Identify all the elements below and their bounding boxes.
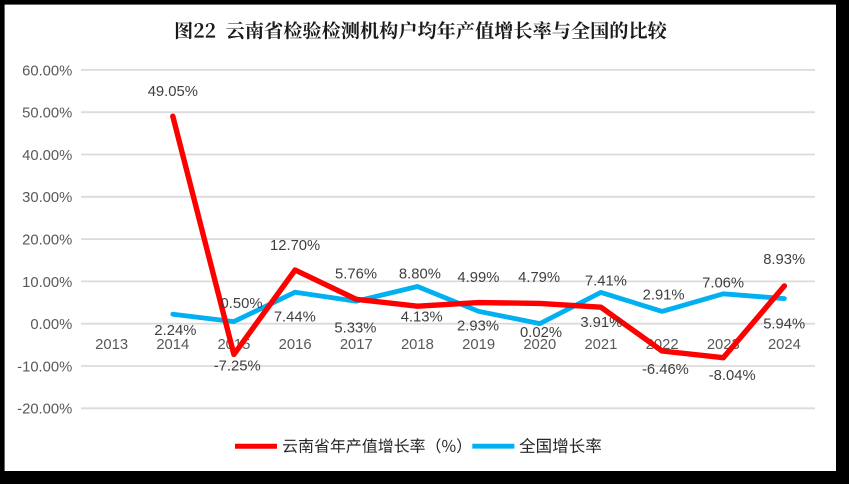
svg-text:-6.46%: -6.46%	[642, 362, 689, 378]
svg-text:60.00%: 60.00%	[22, 63, 72, 79]
svg-text:2013: 2013	[95, 337, 128, 353]
svg-text:-20.00%: -20.00%	[17, 402, 72, 418]
svg-text:50.00%: 50.00%	[22, 106, 72, 122]
svg-text:7.06%: 7.06%	[702, 276, 744, 292]
svg-text:5.76%: 5.76%	[335, 266, 377, 282]
svg-text:4.13%: 4.13%	[401, 310, 443, 326]
svg-text:7.41%: 7.41%	[585, 274, 627, 290]
svg-text:5.33%: 5.33%	[334, 321, 376, 337]
svg-text:2.93%: 2.93%	[457, 318, 499, 334]
svg-text:0.02%: 0.02%	[520, 325, 562, 341]
svg-text:3.91%: 3.91%	[580, 315, 622, 331]
svg-text:-10.00%: -10.00%	[17, 359, 72, 375]
svg-text:2021: 2021	[584, 337, 617, 353]
svg-text:5.94%: 5.94%	[763, 317, 805, 333]
svg-text:0.50%: 0.50%	[221, 296, 263, 312]
svg-text:49.05%: 49.05%	[148, 84, 198, 100]
svg-text:12.70%: 12.70%	[270, 238, 320, 254]
svg-text:7.44%: 7.44%	[274, 310, 316, 326]
svg-text:8.93%: 8.93%	[763, 252, 805, 268]
svg-text:8.80%: 8.80%	[399, 266, 441, 282]
svg-text:2024: 2024	[768, 337, 801, 353]
svg-text:2.24%: 2.24%	[154, 323, 196, 339]
svg-text:0.00%: 0.00%	[30, 317, 72, 333]
svg-text:-7.25%: -7.25%	[214, 358, 261, 374]
svg-text:4.99%: 4.99%	[457, 270, 499, 286]
svg-text:2018: 2018	[401, 337, 434, 353]
svg-text:40.00%: 40.00%	[22, 148, 72, 164]
svg-text:-8.04%: -8.04%	[709, 368, 756, 384]
svg-text:2020: 2020	[523, 337, 556, 353]
svg-text:30.00%: 30.00%	[22, 190, 72, 206]
svg-text:2017: 2017	[340, 337, 373, 353]
svg-text:2016: 2016	[279, 337, 312, 353]
svg-text:4.79%: 4.79%	[518, 270, 560, 286]
svg-text:2.91%: 2.91%	[643, 287, 685, 303]
svg-text:20.00%: 20.00%	[22, 233, 72, 249]
svg-text:2014: 2014	[156, 337, 189, 353]
svg-text:10.00%: 10.00%	[22, 275, 72, 291]
svg-text:2019: 2019	[462, 337, 495, 353]
